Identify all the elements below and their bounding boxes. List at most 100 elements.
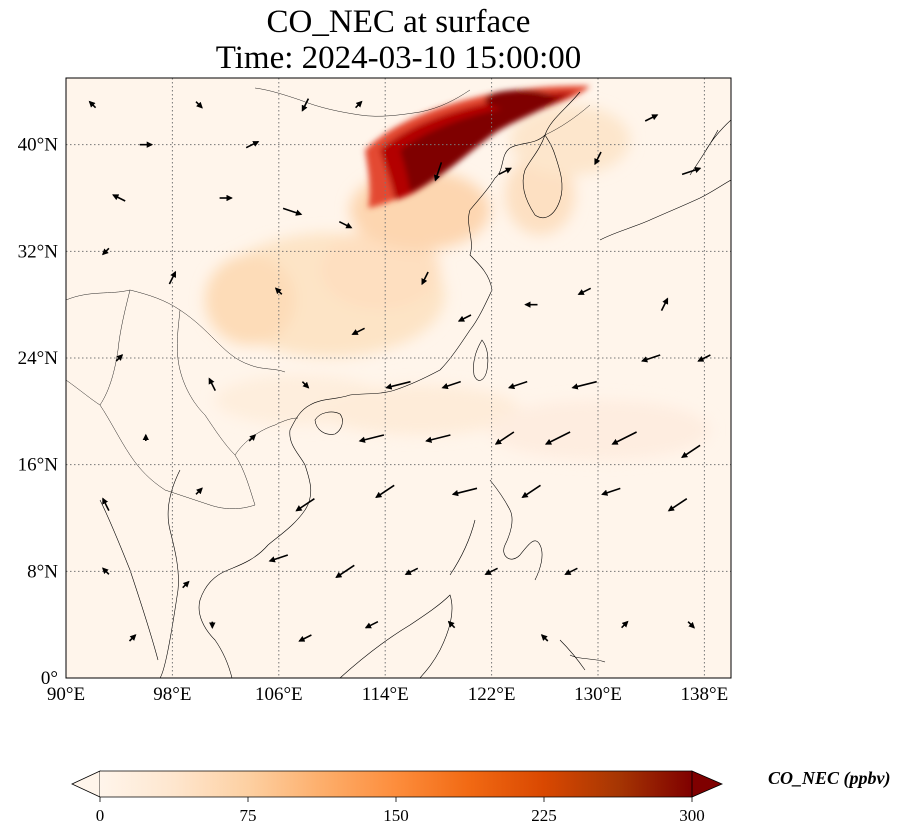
wind-arrow <box>301 98 310 112</box>
hainan-coastline <box>314 411 343 435</box>
wind-arrow <box>611 431 637 445</box>
colorbar-body <box>100 771 692 797</box>
lon-tick-label: 114°E <box>362 684 409 705</box>
longitude-tick-labels: 90°E 98°E 106°E 114°E 122°E 130°E 138°E <box>47 684 728 705</box>
wind-arrow <box>195 487 203 495</box>
wind-arrow <box>355 100 363 109</box>
wind-arrow <box>451 487 478 497</box>
wind-arrow <box>182 580 190 589</box>
wind-arrow <box>338 220 353 229</box>
colorbar-tick-label: 75 <box>240 806 257 825</box>
wind-arrow <box>564 567 578 576</box>
wind-arrow <box>295 498 315 512</box>
wind-arrow <box>208 377 217 392</box>
lat-tick-label: 0° <box>41 668 58 689</box>
wind-arrow <box>544 431 571 445</box>
wind-arrow <box>577 287 592 296</box>
lon-tick-label: 130°E <box>574 684 622 705</box>
map-frame <box>65 77 732 679</box>
low-concentration-plume <box>205 105 710 460</box>
wind-arrow <box>484 567 498 576</box>
colorbar-tick-label: 0 <box>96 806 105 825</box>
wind-arrow <box>507 380 528 390</box>
wind-arrow <box>101 247 110 256</box>
wind-arrow <box>268 554 289 563</box>
lat-tick-label: 32°N <box>18 241 59 262</box>
wind-arrow <box>640 354 661 363</box>
map-plot-area <box>66 78 731 678</box>
colorbar-tick-label: 300 <box>679 806 705 825</box>
wind-vectors <box>88 98 711 642</box>
wind-arrow <box>621 620 629 629</box>
chart-title: CO_NEC at surface <box>266 4 531 40</box>
latitude-tick-labels: 0° 8°N 16°N 24°N 32°N 40°N <box>18 135 59 689</box>
wind-arrow <box>697 354 711 362</box>
chart-subtitle: Time: 2024-03-10 15:00:00 <box>215 40 582 76</box>
lat-tick-label: 16°N <box>18 455 59 476</box>
wind-arrow <box>681 444 701 459</box>
colorbar-extend-low <box>71 770 101 798</box>
gridlines <box>66 78 731 678</box>
sulawesi-coastline <box>559 639 606 671</box>
wind-arrow <box>494 431 515 445</box>
wind-arrow <box>335 564 355 579</box>
wind-arrow <box>101 567 110 575</box>
korea-coastline <box>522 134 563 219</box>
wind-arrow <box>375 484 395 499</box>
wind-arrow <box>425 434 451 443</box>
wind-arrow <box>358 434 385 443</box>
lon-tick-label: 98°E <box>153 684 191 705</box>
wind-arrow <box>195 101 203 109</box>
lon-tick-label: 138°E <box>681 684 729 705</box>
wind-arrow <box>681 166 702 176</box>
borneo-coastline <box>339 594 453 678</box>
wind-arrow <box>298 634 312 642</box>
wind-arrow <box>601 487 621 496</box>
wind-arrow <box>644 114 659 122</box>
colorbar-tick-label: 225 <box>531 806 557 825</box>
wind-arrow <box>667 498 688 512</box>
wind-arrow <box>351 327 365 336</box>
wind-arrow <box>421 271 429 286</box>
wind-arrow <box>687 621 696 629</box>
taiwan-coastline <box>473 339 489 381</box>
wind-arrow <box>115 354 124 362</box>
wind-arrow <box>168 270 177 285</box>
lat-tick-label: 8°N <box>27 561 58 582</box>
wind-arrow <box>102 497 110 512</box>
wind-arrow <box>441 380 461 390</box>
lat-tick-label: 40°N <box>18 135 59 156</box>
wind-arrow <box>364 620 379 629</box>
wind-arrow <box>112 194 126 202</box>
wind-arrow <box>385 380 411 390</box>
colorbar-ticks: 0 75 150 225 300 <box>96 797 705 825</box>
wind-arrow <box>660 297 669 312</box>
colorbar: 0 75 150 225 300 <box>71 770 724 825</box>
wind-arrow <box>498 167 513 176</box>
concentration-field <box>205 85 710 460</box>
wind-arrow <box>433 162 443 182</box>
philippines-coastline <box>449 479 543 581</box>
high-concentration-plume <box>365 85 590 208</box>
wind-arrow <box>540 634 549 642</box>
lon-tick-label: 90°E <box>47 684 85 705</box>
wind-arrow <box>594 151 602 166</box>
wind-arrow <box>128 634 137 642</box>
wind-arrow <box>88 100 97 109</box>
lon-tick-label: 122°E <box>468 684 516 705</box>
colorbar-label: CO_NEC (ppbv) <box>768 768 891 788</box>
wind-arrow <box>274 287 283 295</box>
wind-arrow <box>457 314 472 322</box>
indochina-coastline <box>99 469 269 678</box>
wind-arrow <box>571 380 597 390</box>
wind-arrow <box>521 484 541 499</box>
lat-tick-label: 24°N <box>18 348 59 369</box>
colorbar-tick-label: 150 <box>383 806 409 825</box>
wind-arrow <box>301 381 310 389</box>
lon-tick-label: 106°E <box>255 684 303 705</box>
wind-arrow <box>248 434 257 442</box>
wind-arrow <box>447 620 456 629</box>
china-coastline <box>267 91 581 546</box>
wind-arrow <box>282 207 303 216</box>
